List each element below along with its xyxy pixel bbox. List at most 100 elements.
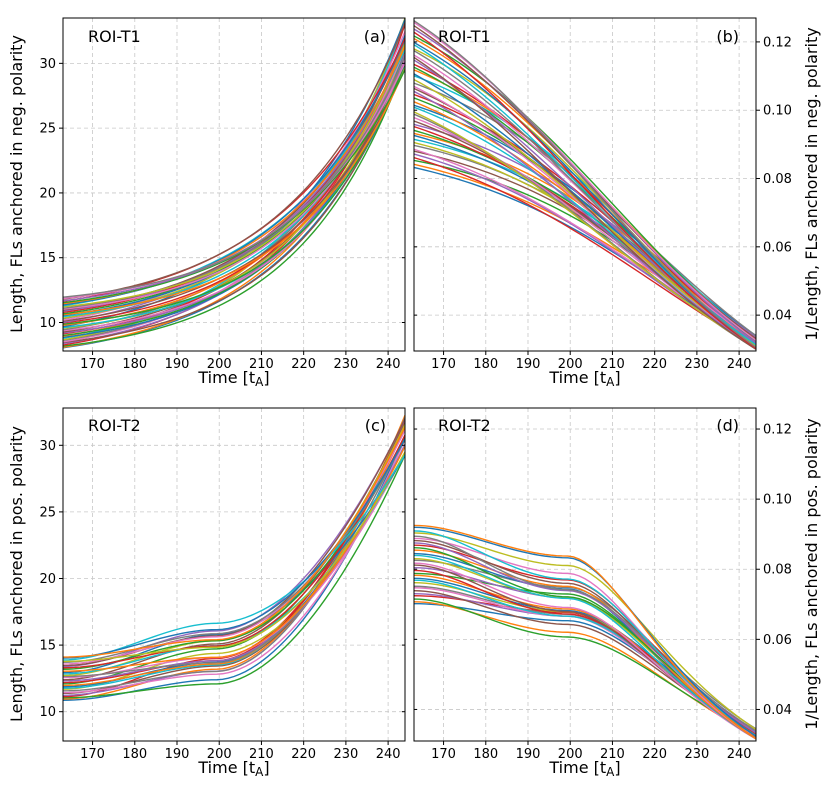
panel-d-xtick-label-180: 180 (473, 747, 498, 762)
panel-a-ytick-label-2: 20 (39, 186, 56, 201)
panel-d-xtick-label-220: 220 (642, 747, 667, 762)
panel-c-ytick-label-2: 20 (39, 572, 56, 587)
panel-c-series-line-28 (63, 451, 405, 663)
panel-b-xtick-label-210: 210 (600, 357, 625, 372)
panel-d-series-line-26 (414, 537, 756, 740)
panel-a-series-line-5 (63, 59, 405, 344)
panel-b-xticks: 170 180 190 200 210 220 230 240 (431, 351, 752, 372)
panel-d-roi-label: ROI-T2 (438, 416, 491, 435)
panel-a-xtick-label-230: 230 (333, 357, 358, 372)
panel-d-ytick-label-1: 0.06 (763, 633, 792, 648)
panel-a-xtick-label-200: 200 (207, 357, 232, 372)
panel-c-ytick-label-3: 25 (39, 505, 56, 520)
panel-c-xtick-label-190: 190 (165, 747, 190, 762)
panel-b-letter: (b) (716, 27, 739, 46)
panel-b-xtick-label-180: 180 (473, 357, 498, 372)
panel-b-xtick-label-230: 230 (684, 357, 709, 372)
panel-a-series (63, 18, 405, 349)
panel-a-ytick-label-3: 25 (39, 122, 56, 137)
panel-c: 170 180 190 200 210 220 230 240 10 15 20 25 30 ROI-… (7, 407, 406, 779)
panel-b-frame (413, 17, 757, 352)
panel-a-series-line-42 (63, 69, 405, 304)
panel-a-series-line-19 (63, 65, 405, 329)
panel-c-series-line-10 (63, 427, 405, 688)
panel-a-frame (62, 17, 406, 352)
panel-a-xtick-label-210: 210 (249, 357, 274, 372)
panel-b-ytick-label-4: 0.12 (763, 35, 792, 50)
panel-c-series-line-17 (63, 434, 405, 678)
panel-b-ytick-label-3: 0.10 (763, 104, 792, 119)
panel-b-series-line-46 (414, 21, 756, 341)
panel-a-series-line-14 (63, 43, 405, 334)
panel-d-series-line-20 (414, 552, 756, 740)
panel-c-letter: (c) (365, 416, 386, 435)
panel-c-series-line-31 (63, 426, 405, 658)
panel-d-series-line-12 (414, 572, 756, 736)
panel-d-series-line-21 (414, 549, 756, 740)
panel-c-xlabel: Time [tA] (197, 758, 269, 779)
panel-a-series-line-28 (63, 47, 405, 319)
panel-a-ytick-label-4: 30 (39, 57, 56, 72)
panel-d-ylabel: 1/Length, FLs anchored in pos. polarity (802, 418, 821, 730)
panel-a-xticks: 170 180 190 200 210 220 230 240 (80, 351, 401, 372)
panel-a-series-line-2 (63, 63, 405, 347)
panel-d-ytick-label-2: 0.08 (763, 563, 792, 578)
panel-c-series-line-11 (63, 427, 405, 687)
panel-d-ytick-label-0: 0.04 (763, 703, 792, 718)
panel-c-xtick-label-240: 240 (376, 747, 401, 762)
panel-d-xtick-label-230: 230 (684, 747, 709, 762)
panel-c-series-line-2 (63, 454, 405, 699)
panel-d-ytick-label-4: 0.12 (763, 423, 792, 438)
panel-d-xtick-label-240: 240 (727, 747, 752, 762)
panel-a: 170 180 190 200 210 220 230 240 10 15 20 25 30 ROI-… (7, 17, 406, 389)
panel-a-xtick-label-190: 190 (165, 357, 190, 372)
panel-a-series-line-22 (63, 63, 405, 325)
panel-d-xtick-label-210: 210 (600, 747, 625, 762)
panel-a-xtick-label-240: 240 (376, 357, 401, 372)
panel-b-series-line-26 (414, 85, 756, 348)
panel-d-series-line-14 (414, 566, 756, 733)
panel-d-frame (413, 407, 757, 742)
panel-b-series-line-43 (414, 31, 756, 349)
panel-b-ytick-label-0: 0.04 (763, 309, 792, 324)
panel-d-xtick-label-170: 170 (431, 747, 456, 762)
panel-a-series-line-13 (63, 24, 405, 335)
panel-b-xtick-label-190: 190 (516, 357, 541, 372)
panel-a-ytick-label-0: 10 (39, 316, 56, 331)
panel-d-xlabel: Time [tA] (548, 758, 620, 779)
panel-a-letter: (a) (364, 27, 386, 46)
panel-b-xtick-label-170: 170 (431, 357, 456, 372)
panel-c-series-line-30 (63, 438, 405, 659)
panel-a-ytick-label-1: 15 (39, 251, 56, 266)
panel-c-ytick-label-4: 30 (39, 439, 56, 454)
panel-b: 170 180 190 200 210 220 230 240 0.04 0.06 0.08 0.1… (413, 17, 821, 389)
panel-d-yticks: 0.04 0.06 0.08 0.10 0.12 (414, 423, 792, 718)
panel-d-series-line-28 (414, 532, 756, 730)
panel-b-ytick-label-2: 0.08 (763, 172, 792, 187)
panel-a-series-line-36 (63, 48, 405, 310)
panel-d-letter: (d) (716, 416, 739, 435)
panel-c-series (63, 415, 405, 701)
panel-a-ylabel: Length, FLs anchored in neg. polarity (7, 35, 26, 333)
panel-a-xlabel: Time [tA] (197, 368, 269, 389)
panel-d-series-line-2 (414, 598, 756, 735)
panel-c-xtick-label-200: 200 (207, 747, 232, 762)
panel-c-series-line-4 (63, 417, 405, 696)
panel-d: 170 180 190 200 210 220 230 240 0.04 0.06 0.08 0.1… (413, 407, 821, 779)
panel-b-xlabel: Time [tA] (548, 368, 620, 389)
panel-c-series-line-8 (63, 453, 405, 690)
panel-c-series-line-15 (63, 422, 405, 681)
panel-c-ylabel: Length, FLs anchored in pos. polarity (7, 426, 26, 722)
panel-c-xtick-label-210: 210 (249, 747, 274, 762)
panel-b-xtick-label-200: 200 (558, 357, 583, 372)
panel-b-series-line-29 (414, 75, 756, 341)
panel-c-series-line-27 (63, 439, 405, 663)
panel-b-series-line-3 (414, 156, 756, 348)
panel-b-xtick-label-240: 240 (727, 357, 752, 372)
panel-b-series-line-18 (414, 111, 756, 349)
panel-c-xtick-label-180: 180 (122, 747, 147, 762)
panel-a-series-line-38 (63, 43, 405, 308)
panel-b-ytick-label-1: 0.06 (763, 240, 792, 255)
panel-d-series-line-30 (414, 526, 756, 737)
